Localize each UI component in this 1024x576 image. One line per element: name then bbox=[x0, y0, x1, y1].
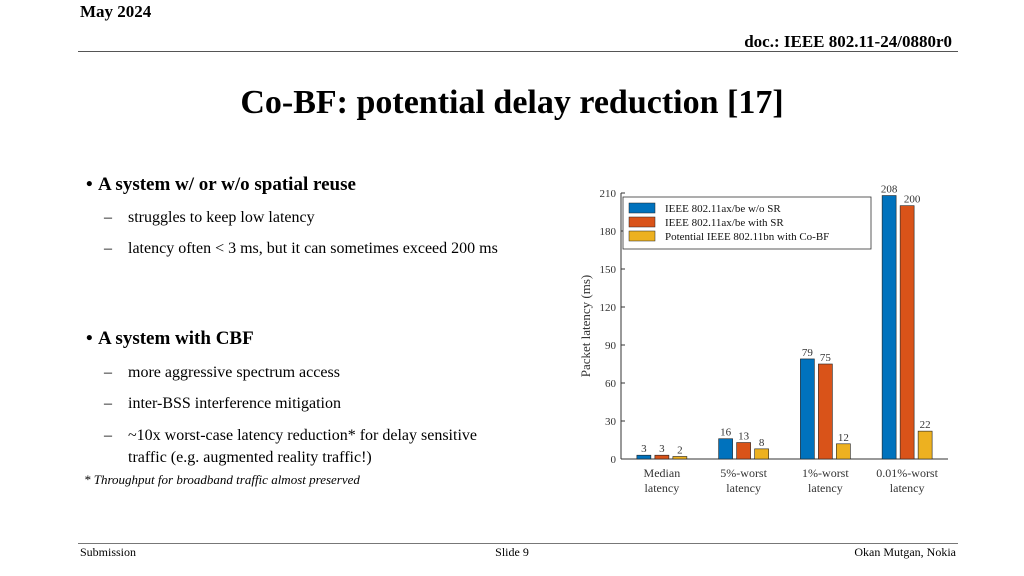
y-tick-label: 210 bbox=[600, 188, 617, 200]
dash-marker: – bbox=[104, 427, 112, 444]
x-tick-label: latency bbox=[726, 481, 761, 495]
legend-box bbox=[622, 196, 872, 250]
footer-divider bbox=[78, 543, 958, 544]
header-divider bbox=[78, 51, 958, 52]
bar bbox=[654, 454, 670, 460]
sub-bullet-2-1: – more aggressive spectrum access bbox=[104, 362, 514, 384]
sub-bullet-1-2: – latency often < 3 ms, but it can somet… bbox=[104, 238, 514, 260]
bar-value-label: 13 bbox=[738, 431, 750, 443]
bar-value-label: 2 bbox=[677, 444, 683, 456]
bar-value-label: 200 bbox=[904, 194, 921, 206]
y-tick-label: 0 bbox=[611, 454, 617, 466]
x-tick-label: Median bbox=[644, 466, 681, 480]
bullet-2-text: A system with CBF bbox=[98, 328, 254, 349]
bar-value-label: 3 bbox=[641, 443, 647, 455]
bullet-dot: • bbox=[86, 174, 93, 195]
legend-swatch bbox=[628, 216, 656, 228]
legend-label: IEEE 802.11ax/be with SR bbox=[665, 217, 784, 229]
bar bbox=[636, 454, 652, 460]
dash-marker: – bbox=[104, 395, 112, 412]
bar-value-label: 22 bbox=[920, 419, 931, 431]
bar bbox=[818, 363, 833, 460]
bar bbox=[836, 443, 851, 460]
bar bbox=[917, 430, 933, 460]
header-date: May 2024 bbox=[80, 2, 152, 21]
x-tick-label: 0.01%-worst bbox=[876, 466, 938, 480]
bar-value-label: 16 bbox=[720, 427, 732, 439]
sub-bullet-2-3-text: ~10x worst-case latency reduction* for d… bbox=[128, 427, 477, 466]
bar-value-label: 208 bbox=[881, 184, 898, 196]
bar-value-label: 75 bbox=[820, 352, 832, 364]
bar bbox=[736, 442, 751, 460]
bullet-dot: • bbox=[86, 328, 93, 349]
y-tick-label: 30 bbox=[605, 416, 617, 428]
y-tick-label: 90 bbox=[605, 340, 617, 352]
sub-bullet-1-1-text: struggles to keep low latency bbox=[128, 209, 315, 226]
latency-bar-chart: 0 30 60 90 120 150 180 210 Packet latency (ms) 3 3… bbox=[578, 184, 948, 495]
sub-bullet-2-1-text: more aggressive spectrum access bbox=[128, 364, 340, 381]
y-axis-label: Packet latency (ms) bbox=[578, 275, 593, 378]
sub-bullet-2-2: – inter-BSS interference mitigation bbox=[104, 393, 514, 415]
legend-swatch bbox=[628, 230, 656, 242]
legend-label: IEEE 802.11ax/be w/o SR bbox=[665, 203, 781, 215]
footer-author: Okan Mutgan, Nokia bbox=[854, 545, 956, 559]
dash-marker: – bbox=[104, 240, 112, 257]
y-tick-label: 150 bbox=[600, 264, 617, 276]
sub-bullet-1-1: – struggles to keep low latency bbox=[104, 207, 514, 229]
dash-marker: – bbox=[104, 209, 112, 226]
bar bbox=[718, 438, 733, 460]
sub-bullet-1-2-text: latency often < 3 ms, but it can sometim… bbox=[128, 240, 498, 257]
slide-title: Co-BF: potential delay reduction [17] bbox=[240, 84, 784, 121]
x-tick-label: 1%-worst bbox=[802, 466, 849, 480]
sub-bullet-2-2-text: inter-BSS interference mitigation bbox=[128, 395, 341, 412]
y-tick-label: 180 bbox=[600, 226, 617, 238]
x-tick-label: 5%-worst bbox=[720, 466, 767, 480]
footer-submission: Submission bbox=[80, 545, 137, 559]
legend-swatch bbox=[628, 202, 656, 214]
x-tick-label: latency bbox=[890, 481, 925, 495]
bullet-2: • A system with CBF bbox=[86, 328, 254, 350]
bar-value-label: 12 bbox=[838, 432, 849, 444]
y-tick-label: 120 bbox=[600, 302, 617, 314]
bar bbox=[754, 448, 769, 460]
bullet-1-text: A system w/ or w/o spatial reuse bbox=[98, 174, 356, 195]
bar-value-label: 79 bbox=[802, 347, 814, 359]
footer-slide-number: Slide 9 bbox=[495, 545, 529, 559]
x-tick-label: latency bbox=[808, 481, 843, 495]
bar bbox=[881, 195, 897, 460]
legend-label: Potential IEEE 802.11bn with Co-BF bbox=[665, 231, 829, 243]
bar bbox=[899, 205, 915, 460]
bar-value-label: 3 bbox=[659, 443, 665, 455]
header-doc-id: doc.: IEEE 802.11-24/0880r0 bbox=[744, 32, 952, 51]
dash-marker: – bbox=[104, 364, 112, 381]
sub-bullet-2-3: – ~10x worst-case latency reduction* for… bbox=[104, 425, 514, 469]
bullet-1: • A system w/ or w/o spatial reuse bbox=[86, 174, 356, 196]
bar bbox=[672, 456, 688, 460]
footnote: * Throughput for broadband traffic almos… bbox=[84, 472, 360, 487]
y-tick-label: 60 bbox=[605, 378, 617, 390]
x-tick-label: latency bbox=[645, 481, 680, 495]
bar bbox=[800, 358, 815, 460]
bar-value-label: 8 bbox=[759, 437, 765, 449]
